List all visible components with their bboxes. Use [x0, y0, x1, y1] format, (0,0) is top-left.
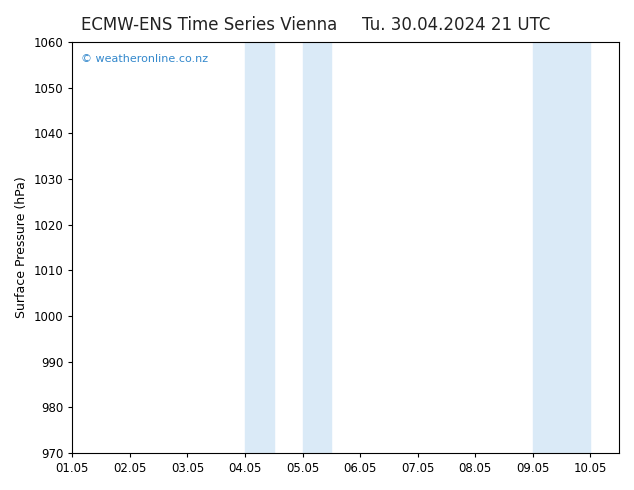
Bar [562, 42, 590, 453]
Bar [533, 42, 562, 453]
Bar [245, 42, 274, 453]
Text: Tu. 30.04.2024 21 UTC: Tu. 30.04.2024 21 UTC [362, 16, 551, 34]
Bar [302, 42, 332, 453]
Text: ECMW-ENS Time Series Vienna: ECMW-ENS Time Series Vienna [81, 16, 337, 34]
Y-axis label: Surface Pressure (hPa): Surface Pressure (hPa) [15, 176, 28, 318]
Text: © weatheronline.co.nz: © weatheronline.co.nz [81, 54, 208, 64]
